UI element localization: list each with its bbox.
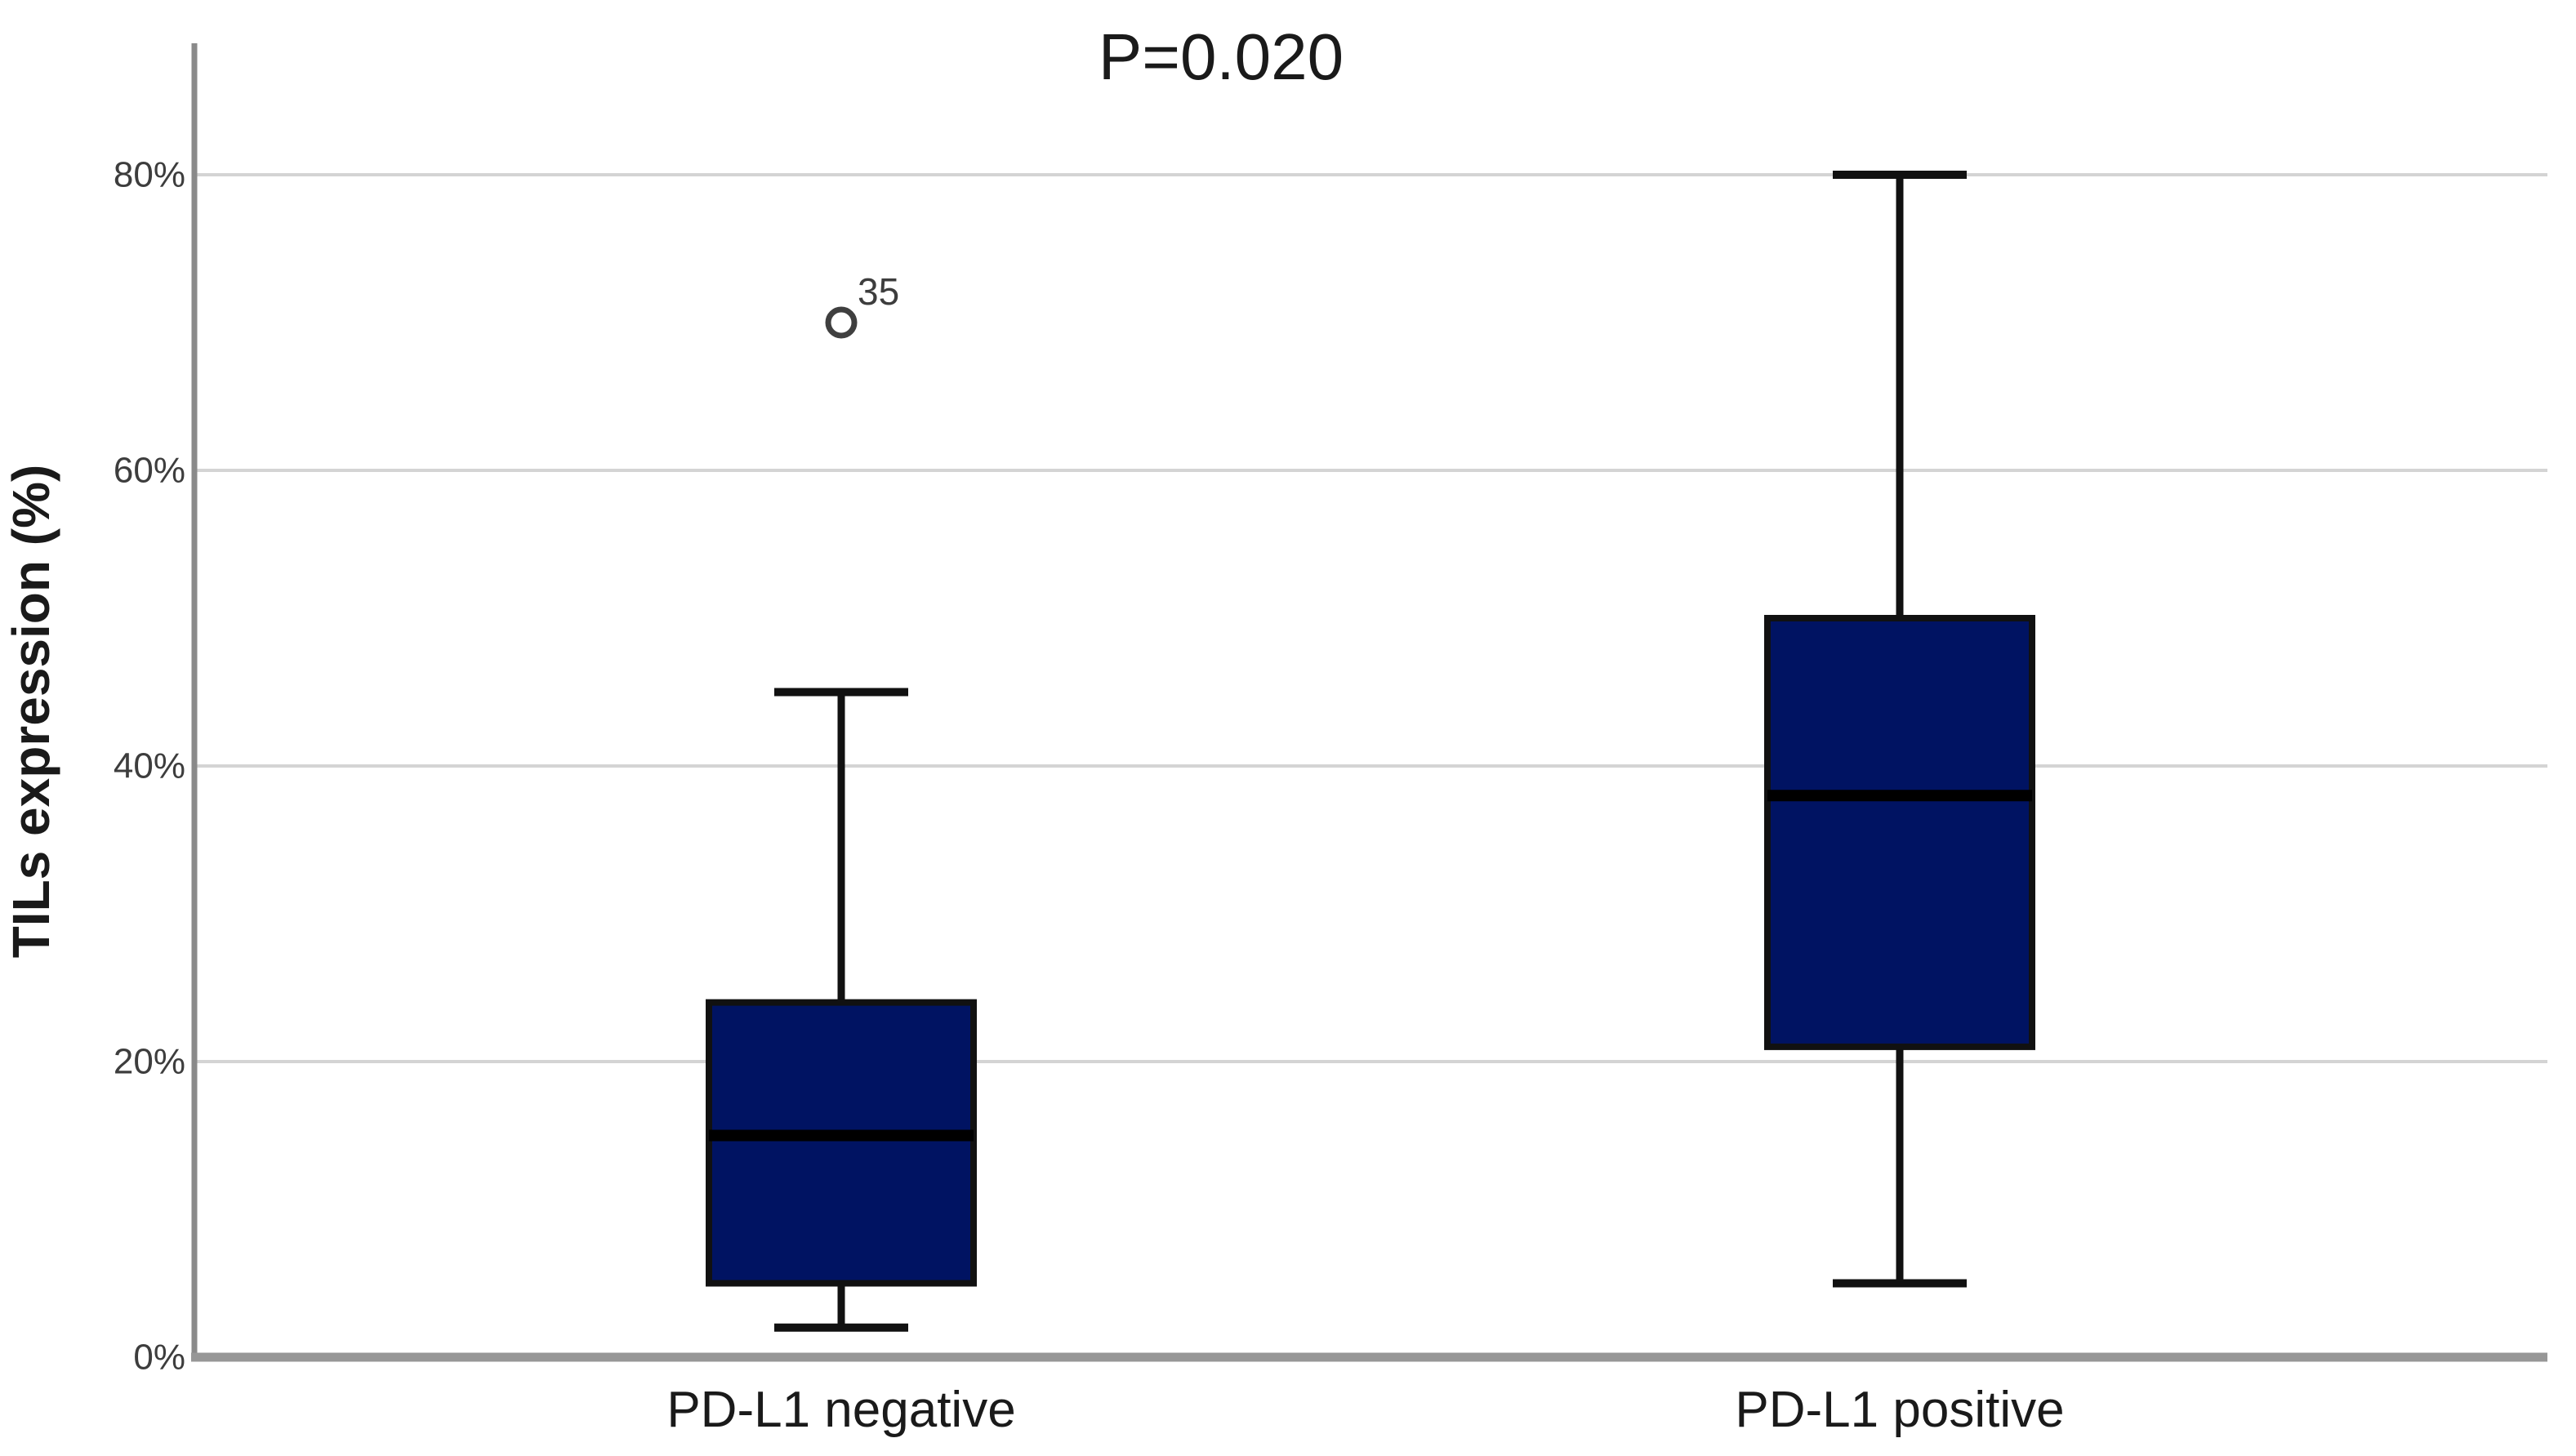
x-category-label-pd-l1-positive: PD-L1 positive [1735, 1382, 2064, 1438]
y-tick-label-20: 20% [114, 1042, 185, 1082]
outlier-point-pd-l1-negative [825, 306, 858, 339]
y-tick-label-0: 0% [133, 1338, 185, 1378]
y-tick-label-60: 60% [114, 451, 185, 491]
iqr-box-pd-l1-negative [706, 999, 977, 1287]
x-category-label-pd-l1-negative: PD-L1 negative [666, 1382, 1015, 1438]
y-tick-label-40: 40% [114, 746, 185, 786]
iqr-box-pd-l1-positive [1764, 615, 2035, 1050]
axis-layer [191, 43, 2547, 1362]
outlier-label-pd-l1-negative: 35 [858, 270, 899, 313]
box-layer: 35 [706, 171, 2035, 1332]
y-tick-label-80: 80% [114, 155, 185, 195]
tick-label-layer: 0% 20% 40% 60% 80% PD-L1 negative PD-L1 positi… [114, 155, 2065, 1439]
y-axis-label: TILs expression (%) [2, 465, 60, 959]
gridline-layer [194, 173, 2547, 1063]
chart-title: P=0.020 [1099, 20, 1344, 93]
